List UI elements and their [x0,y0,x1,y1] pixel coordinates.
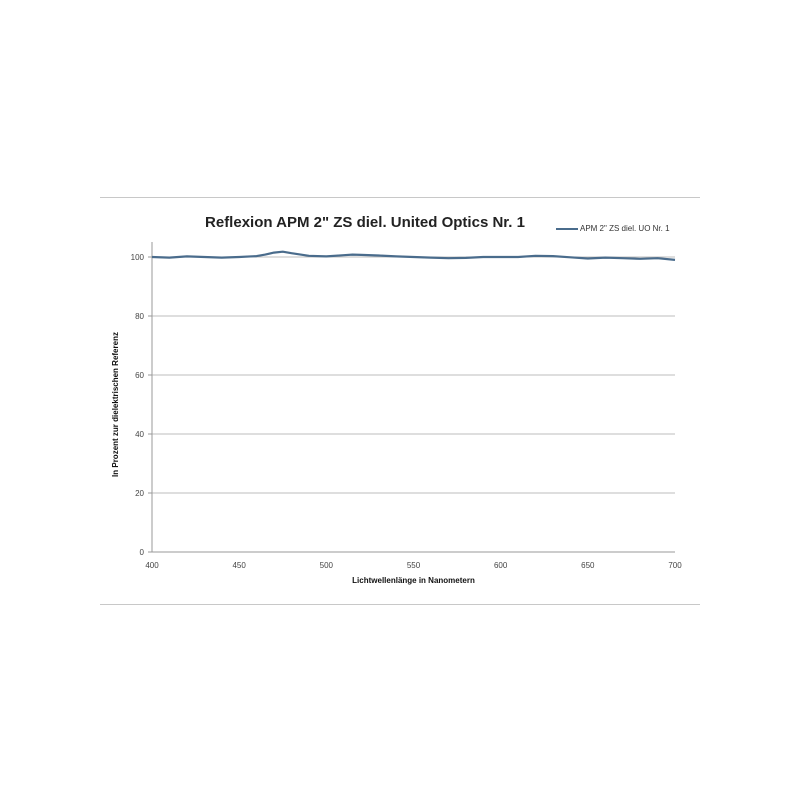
y-tick-label: 40 [135,430,144,439]
series-line [151,250,676,261]
chart-title: Reflexion APM 2" ZS diel. United Optics … [205,214,525,231]
bottom-divider [100,604,700,605]
top-divider [100,197,700,198]
x-tick-label: 650 [581,561,595,570]
legend-swatch [556,227,578,230]
x-tick-label: 400 [145,561,159,570]
x-tick-label: 550 [407,561,421,570]
legend: APM 2" ZS diel. UO Nr. 1 [556,224,670,233]
x-tick-label: 600 [494,561,508,570]
x-tick-label: 700 [668,561,682,570]
x-tick-label: 450 [232,561,246,570]
y-tick-label: 20 [135,489,144,498]
y-tick-label: 60 [135,371,144,380]
x-tick-label: 500 [320,561,334,570]
legend-label: APM 2" ZS diel. UO Nr. 1 [580,224,670,233]
y-axis-label: In Prozent zur dielektrischen Referenz [111,332,120,477]
y-tick-label: 80 [135,312,144,321]
x-axis-label: Lichtwellenlänge in Nanometern [352,576,475,585]
y-tick-label: 100 [131,253,145,262]
y-tick-label: 0 [140,548,145,557]
